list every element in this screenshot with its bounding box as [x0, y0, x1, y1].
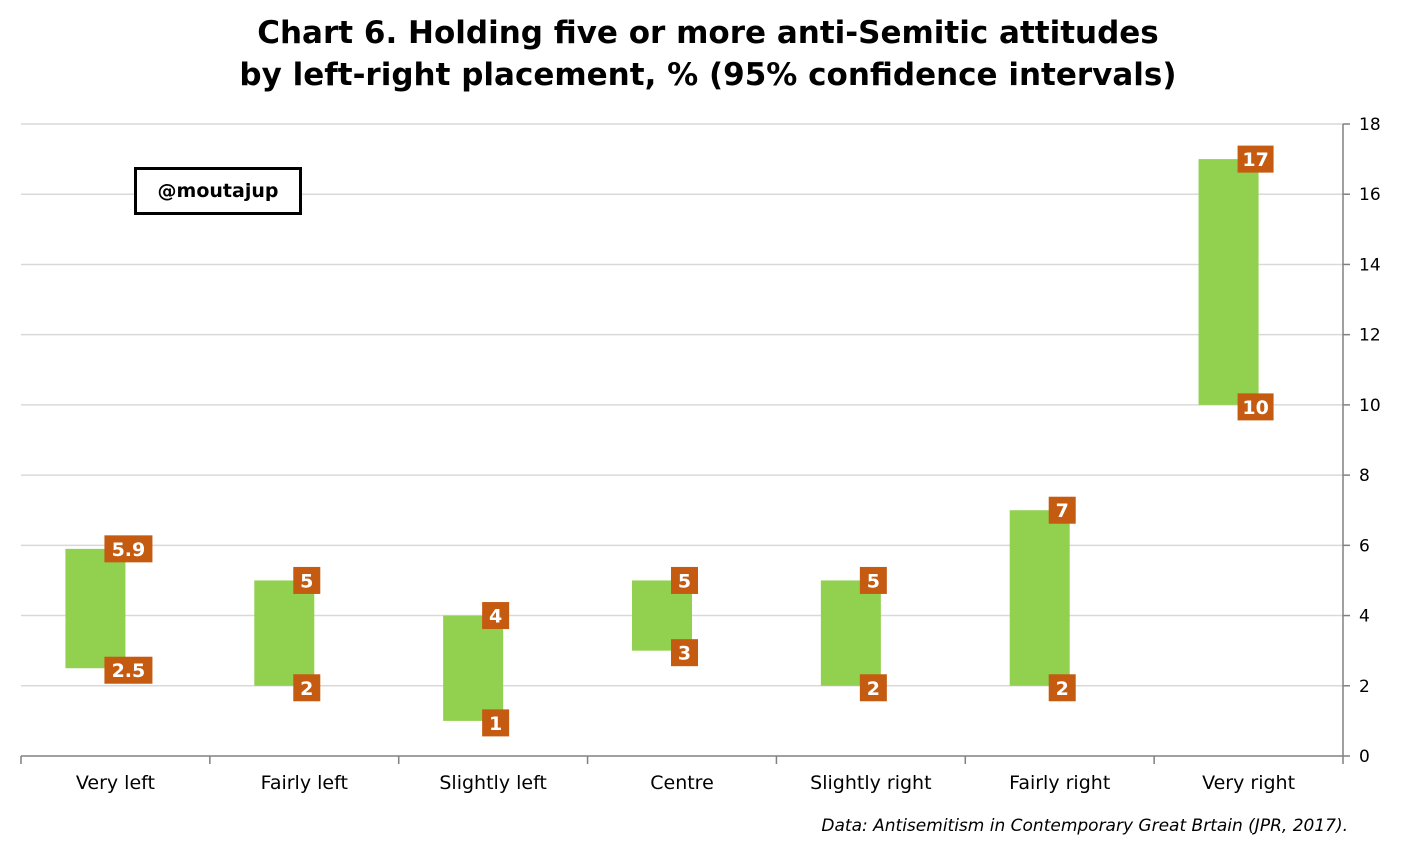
x-category-label: Very left: [76, 772, 155, 794]
y-tick-label: 14: [1359, 255, 1381, 275]
data-source-note: Data: Antisemitism in Contemporary Great…: [821, 816, 1348, 836]
y-tick-label: 8: [1359, 466, 1370, 486]
x-category-label: Fairly right: [1009, 772, 1110, 794]
low-value-label: 10: [1242, 397, 1268, 419]
range-bar: [65, 548, 126, 669]
range-bar: [443, 615, 504, 721]
high-value-label-box: [482, 602, 510, 630]
low-value-label: 2.5: [112, 660, 146, 682]
x-category-label: Very right: [1202, 772, 1295, 794]
y-tick-label: 16: [1359, 185, 1381, 205]
low-value-label-box: [859, 674, 887, 702]
high-value-label-box: [104, 535, 153, 563]
y-tick-label: 2: [1359, 677, 1370, 697]
high-value-label: 5: [300, 570, 313, 592]
high-value-label-box: [671, 566, 698, 594]
high-value-label-box: [293, 566, 321, 594]
chart-title-line-1: Chart 6. Holding five or more anti-Semit…: [257, 15, 1159, 51]
low-value-label: 1: [489, 713, 502, 735]
chart-title: Chart 6. Holding five or more anti-Semit…: [0, 12, 1416, 96]
low-value-label: 2: [300, 678, 313, 700]
low-value-label: 3: [678, 643, 691, 665]
range-bars: [65, 159, 1259, 721]
y-tick-label: 4: [1359, 607, 1370, 627]
x-category-label: Slightly right: [810, 772, 931, 794]
low-value-label-box: [104, 656, 153, 684]
range-bar: [254, 580, 315, 686]
y-tick-label: 0: [1359, 747, 1370, 767]
chart-title-line-2: by left-right placement, % (95% confiden…: [239, 57, 1177, 93]
high-value-label: 4: [489, 606, 502, 628]
high-value-label: 7: [1056, 500, 1069, 522]
x-category-label: Slightly left: [439, 772, 547, 794]
low-value-label-box: [293, 674, 321, 702]
high-value-label: 5: [678, 570, 691, 592]
x-category-label: Fairly left: [261, 772, 348, 794]
low-value-label: 2: [1056, 678, 1069, 700]
y-tick-label: 18: [1359, 115, 1381, 135]
low-value-label: 2: [867, 678, 880, 700]
y-tick-label: 6: [1359, 536, 1370, 556]
high-value-label-box: [859, 566, 887, 594]
high-value-label-box: [1237, 145, 1274, 173]
high-value-label-box: [1048, 496, 1076, 524]
low-value-label-box: [482, 709, 510, 737]
high-value-label: 5.9: [112, 539, 146, 561]
low-value-label-box: [1048, 674, 1076, 702]
author-watermark: @moutajup: [134, 167, 302, 215]
range-bar: [1198, 159, 1259, 405]
range-bar: [820, 580, 881, 686]
x-category-label: Centre: [650, 772, 714, 794]
range-bar: [1009, 510, 1070, 686]
high-value-label: 17: [1242, 149, 1268, 171]
y-tick-label: 10: [1359, 396, 1381, 416]
data-labels: 5.9 2.5 5 2 4 1 5 3 5 2 7 2 17 10: [104, 145, 1274, 737]
y-tick-label: 12: [1359, 326, 1381, 346]
low-value-label-box: [1237, 393, 1274, 421]
low-value-label-box: [671, 639, 698, 667]
high-value-label: 5: [867, 570, 880, 592]
